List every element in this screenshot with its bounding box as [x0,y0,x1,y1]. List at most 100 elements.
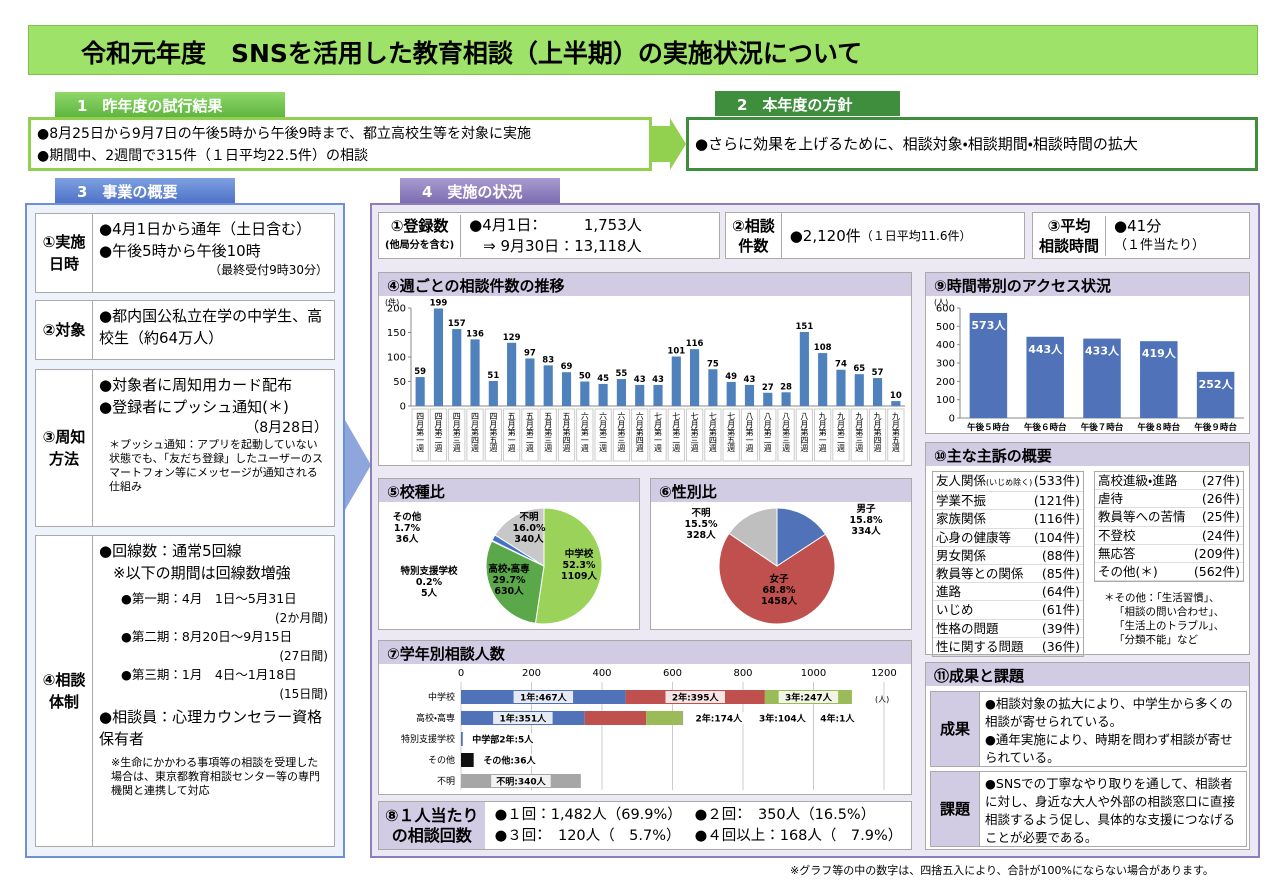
text-line: ●相談員：心理カウンセラー資格保有者 [99,708,323,748]
complaint-name: 教員等との関係 [936,565,1023,582]
text-line: ●午後5時から午後10時 [99,242,261,260]
data-label: 199 [430,298,448,308]
category-box [667,408,685,462]
x-unit: (人) [875,695,889,704]
text-line: ●２回： 350人（16.5%） [694,806,876,823]
bar [580,381,590,406]
slice-label: 特別支援学校 [400,565,458,577]
text-line: ●4月1日から通年（土日含む） [99,220,312,238]
card-content: ●41分 （１件当たり） [1105,215,1205,256]
y-tick-label: 200 [387,304,406,315]
complaint-row: 友人関係(いじめ除く) (533件) [933,472,1083,493]
y-tick-label: 0 [400,402,406,413]
category-box [631,408,649,462]
block-label: ③周知 方法 [36,370,93,526]
slice-label: 1.7% [394,523,421,534]
x-tick-label: 八月第一週 [745,412,754,453]
slice-label: その他 [393,511,422,523]
y-tick-label: 150 [387,328,406,339]
category-box [649,408,667,462]
category-box [557,408,576,462]
data-label: 1年:467人 [520,692,568,704]
text-line: (27日間) [279,649,328,663]
category-box [448,408,466,462]
bar [543,365,553,406]
y-tick-label: 特別支援学校 [401,733,455,745]
category-box [502,408,521,462]
data-label: 252人 [1199,378,1234,391]
label-line: ①登録数 [390,216,449,235]
complaint-count: (26件) [1201,491,1240,507]
label-line: ②相談 [732,216,775,235]
block: ②対象 ●都内国公私立在学の中学生、高校生（約64万人） [35,300,335,360]
complaint-label: いじめ [936,602,974,618]
bar [1083,338,1121,418]
label-bg [778,691,839,703]
section-heading: 4 実施の状況 [400,178,560,203]
bar [854,374,864,406]
pie-slice [728,507,778,567]
x-tick-label: 四月第二週 [434,412,443,453]
stat-card: ①登録数 (他局分を含む) ●4月1日： 1,753人 ⇒ 9月30日：13,118… [378,212,720,259]
chart-title: ⑦学年別相談人数 [379,641,911,664]
complaint-label: 無応答 [1098,545,1136,561]
data-label: 136 [466,329,484,339]
label-line: ④相談 [42,671,86,689]
complaint-name: 友人関係(いじめ除く) [936,472,1032,491]
complaint-count: (533件) [1033,473,1080,488]
bar-segment [461,753,474,767]
complaint-count: (209件) [1193,545,1240,561]
x-tick-label: 七月第三週 [690,412,699,453]
y-tick-label: 300 [936,359,955,370]
complaint-label: 男女関係 [936,547,987,563]
complaint-row: 不登校 (24件) [1095,527,1243,545]
complaint-name: 家族関係 [936,510,986,527]
card-content: ●4月1日： 1,753人 ⇒ 9月30日：13,118人 [460,214,642,257]
x-tick-label: 六月第二週 [599,411,608,453]
section-heading: 3 事業の概要 [55,178,235,203]
text-line: （最終受付9時30分） [209,263,328,277]
label-line: の相談回数 [391,825,472,845]
complaint-label: 家族関係 [936,511,987,527]
data-label: 57 [872,368,884,378]
label-line: ③平均 [1047,216,1091,235]
note: ＊プッシュ通知：アプリを起動していない状態でも、「友だち登録」したユーザーのスマ… [109,438,323,493]
x-tick-label: 五月第一週 [507,412,516,453]
bar [781,392,791,406]
data-label: 108 [814,343,832,353]
x-tick-label: 午後９時台 [1194,422,1237,432]
x-tick-label: 九月第三週 [855,412,864,453]
block-content: ●4月1日から通年（土日含む） ●午後5時から午後10時 （最終受付9時30分） [93,214,334,292]
result-row: 課題 ●SNSでの丁寧なやり取りを通して、相談者に対し、身近な大人や外部の相談窓… [930,771,1247,847]
bar [1026,336,1064,418]
bar [744,384,755,406]
block-label: ②対象 [36,301,93,359]
bar [708,369,718,406]
category-box [887,408,905,462]
category-box [777,408,795,462]
text-line: ●8月25日から9月7日の午後5時から午後9時まで、都立高校生等を対象に実施 [37,126,532,142]
block: ③周知 方法 ●対象者に周知用カード配布 ●登録者にプッシュ通知(＊) （8月28… [35,369,335,527]
x-tick-label: 600 [663,668,682,679]
slice-label: 中学校 [565,548,594,560]
complaint-count: (104件) [1033,529,1080,545]
slice-label: 5人 [421,588,438,599]
bar [690,349,700,406]
text-line: ●4月1日： 1,753人 [469,215,642,234]
complaint-name: 心身の健康等 [936,529,1011,546]
card-label: ①登録数 (他局分を含む) [379,216,460,256]
data-label: 10 [890,391,902,401]
card-label: ②相談 件数 [726,216,781,256]
footer-note: ※グラフ等の中の数字は、四捨五入により、合計が100%にならない場合があります。 [790,864,1214,877]
y-tick-label: 100 [387,353,406,364]
complaint-name: 学業不振 [936,492,986,509]
x-tick-label: 七月第四週 [708,412,717,453]
bar [726,381,736,406]
bar-segment [461,732,463,746]
data-label: 43 [634,375,646,385]
bar [763,392,773,406]
complaint-row: 教員等への苦情 (25件) [1095,508,1243,527]
x-tick-label: 四月第一週 [416,412,425,453]
data-label: 55 [615,369,627,379]
slice-label: 16.0% [513,523,546,534]
